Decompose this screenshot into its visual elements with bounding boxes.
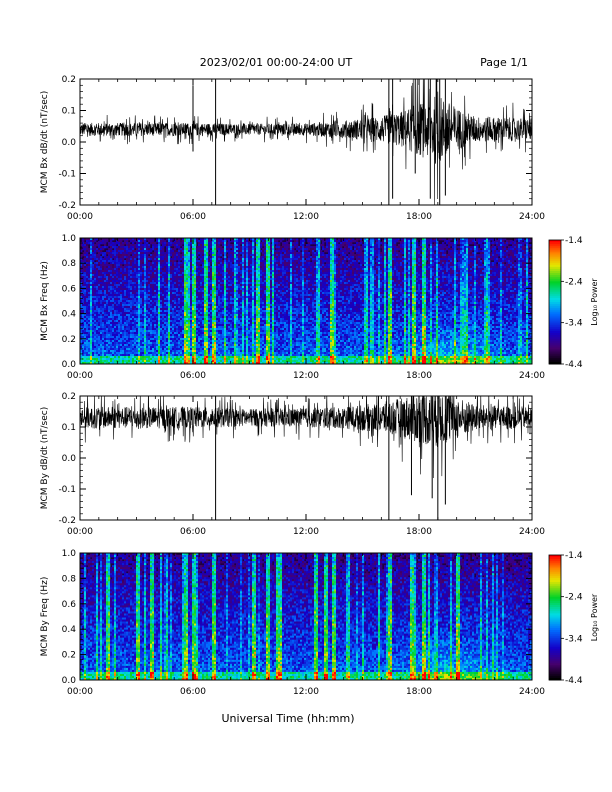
spectrogram-panel: -1.4 -2.4 -3.4 -4.4 Log₁₀ Power 00:00 06:00 12:… xyxy=(40,234,599,381)
y-axis-title: MCM By dB/dt (nT/sec) xyxy=(40,407,50,510)
y-tick-label: 0.2 xyxy=(62,75,76,85)
x-tick-label: 12:00 xyxy=(293,687,319,697)
y-tick-label: 0.2 xyxy=(62,651,76,661)
y-tick-label: 0.8 xyxy=(62,259,77,269)
heatmap-cells xyxy=(80,238,532,364)
x-tick-label: 24:00 xyxy=(519,687,545,697)
colorbar-tick-label: -2.4 xyxy=(565,593,583,603)
x-tick-label: 18:00 xyxy=(406,687,432,697)
colorbar-tick-label: -4.4 xyxy=(565,676,583,686)
colorbar-tick-label: -1.4 xyxy=(565,551,583,561)
y-axis-title: MCM Bx dB/dt (nT/sec) xyxy=(40,91,50,194)
time-series-panel: 00:00 06:00 12:00 18:00 24:00 0.2 0.1 0.0 -0.1 -0… xyxy=(40,58,545,222)
x-tick-label: 12:00 xyxy=(293,371,319,381)
y-tick-label: 0.0 xyxy=(62,360,77,370)
x-tick-label: 24:00 xyxy=(519,371,545,381)
x-axis-title: Universal Time (hh:mm) xyxy=(222,712,355,725)
panels: 00:00 06:00 12:00 18:00 24:00 0.2 0.1 0.0 -0.1 -0… xyxy=(40,58,599,697)
time-series-panel: 00:00 06:00 12:00 18:00 24:00 0.2 0.1 0.0 -0.1 -0… xyxy=(40,375,545,537)
x-tick-label: 00:00 xyxy=(67,212,93,222)
x-tick-label: 12:00 xyxy=(293,212,319,222)
y-tick-label: -0.1 xyxy=(58,485,76,495)
y-tick-label: 1.0 xyxy=(62,234,77,244)
colorbar-tick-label: -1.4 xyxy=(565,236,583,246)
colorbar: -1.4 -2.4 -3.4 -4.4 Log₁₀ Power xyxy=(549,236,599,370)
y-tick-label: 0.4 xyxy=(62,310,77,320)
heatmap-cells xyxy=(80,553,532,680)
y-tick-label: 0.1 xyxy=(62,107,76,117)
y-tick-label: 1.0 xyxy=(62,549,77,559)
y-tick-label: 0.6 xyxy=(62,600,77,610)
y-tick-label: -0.2 xyxy=(58,516,76,526)
x-tick-label: 18:00 xyxy=(406,371,432,381)
x-tick-label: 12:00 xyxy=(293,527,319,537)
data-trace xyxy=(80,375,532,478)
y-tick-label: 0.8 xyxy=(62,574,77,584)
x-tick-label: 00:00 xyxy=(67,687,93,697)
x-tick-label: 00:00 xyxy=(67,527,93,537)
figure-title: 2023/02/01 00:00-24:00 UT xyxy=(200,56,353,69)
y-tick-label: -0.1 xyxy=(58,170,76,180)
y-tick-label: 0.6 xyxy=(62,284,77,294)
y-tick-label: 0.2 xyxy=(62,392,76,402)
colorbar-tick-label: -3.4 xyxy=(565,319,583,329)
x-tick-label: 18:00 xyxy=(406,212,432,222)
x-tick-label: 06:00 xyxy=(180,371,206,381)
colorbar-tick-label: -2.4 xyxy=(565,277,583,287)
y-tick-label: 0.0 xyxy=(62,138,77,148)
colorbar-label: Log₁₀ Power xyxy=(590,278,599,326)
y-tick-label: -0.2 xyxy=(58,201,76,211)
spectrogram-panel: -1.4 -2.4 -3.4 -4.4 Log₁₀ Power 00:00 06:00 12:… xyxy=(40,549,599,697)
x-tick-label: 24:00 xyxy=(519,212,545,222)
x-tick-label: 24:00 xyxy=(519,527,545,537)
y-axis-title: MCM Bx Freq (Hz) xyxy=(40,261,50,341)
x-tick-label: 06:00 xyxy=(180,527,206,537)
colorbar-label: Log₁₀ Power xyxy=(590,593,599,641)
x-tick-label: 00:00 xyxy=(67,371,93,381)
x-tick-label: 18:00 xyxy=(406,527,432,537)
y-tick-label: 0.4 xyxy=(62,625,77,635)
colorbar-tick-label: -3.4 xyxy=(565,634,583,644)
y-tick-label: 0.1 xyxy=(62,423,76,433)
y-tick-label: 0.0 xyxy=(62,454,77,464)
colorbar: -1.4 -2.4 -3.4 -4.4 Log₁₀ Power xyxy=(549,551,599,686)
colorbar-tick-label: -4.4 xyxy=(565,360,583,370)
y-axis-title: MCM By Freq (Hz) xyxy=(40,577,50,657)
y-tick-label: 0.0 xyxy=(62,676,77,686)
x-tick-label: 06:00 xyxy=(180,687,206,697)
y-tick-label: 0.2 xyxy=(62,335,76,345)
page-number: Page 1/1 xyxy=(480,56,528,69)
x-tick-label: 06:00 xyxy=(180,212,206,222)
